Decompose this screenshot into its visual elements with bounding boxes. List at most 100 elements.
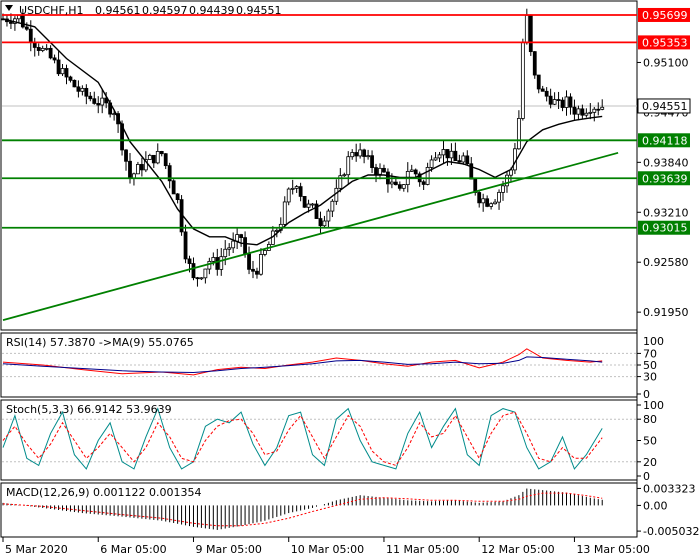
price-layer: 0.95699 0.95353 0.94118 0.93639 0.93015 0.951… — [1, 7, 691, 321]
candle-bear — [536, 74, 541, 90]
candle-bull — [147, 154, 152, 160]
price-title: USDCHF,H1 — [19, 4, 84, 17]
support-level-label: 0.93015 — [642, 222, 688, 235]
x-tick-label: 13 Mar 05:00 — [576, 543, 649, 556]
candle-bear — [187, 258, 192, 264]
candle-bear — [48, 47, 53, 59]
candle-bull — [44, 47, 49, 50]
candle-bull — [326, 210, 331, 222]
rsi-tick-label: 30 — [643, 371, 657, 384]
candle-bull — [501, 185, 505, 193]
stoch-title: Stoch(5,3,3) 66.9142 53.9639 — [6, 403, 172, 416]
rsi-tick-label: 50 — [643, 359, 657, 372]
candle-bull — [350, 152, 355, 158]
resistance-level-tag — [638, 35, 690, 50]
candle-bear — [421, 181, 426, 185]
candle-bear — [104, 97, 109, 104]
candle-bear — [163, 153, 168, 167]
rsi-ma-line — [2, 356, 603, 374]
candle-bull — [231, 240, 236, 249]
candle-bull — [223, 248, 228, 258]
candle-bear — [76, 86, 81, 92]
price-tick-label: 0.93210 — [643, 206, 689, 219]
macd-tick-label: 0.003323 — [643, 482, 696, 495]
candle-bear — [370, 155, 374, 168]
candle-bear — [167, 165, 172, 182]
candle-bull — [505, 174, 509, 187]
candle-bear — [159, 150, 164, 155]
candle-bull — [207, 260, 212, 270]
candle-bull — [401, 184, 406, 189]
collapse-triangle-icon[interactable] — [5, 5, 13, 11]
candle-bear — [215, 257, 220, 270]
candle-bull — [290, 187, 295, 190]
candle-bear — [171, 180, 176, 195]
x-tick-label: 5 Mar 2020 — [5, 543, 68, 556]
candle-bull — [143, 159, 148, 171]
candle-bear — [556, 99, 561, 101]
candle-bull — [461, 155, 466, 163]
candle-bear — [596, 108, 601, 111]
candle-bull — [481, 198, 486, 204]
candle-bull — [227, 247, 232, 250]
candle-bear — [580, 108, 585, 116]
candle-bull — [306, 203, 311, 208]
stoch-tick-label: 0 — [643, 470, 650, 483]
candle-bull — [564, 96, 569, 108]
candle-bear — [302, 196, 307, 208]
candle-bear — [68, 76, 73, 81]
stoch-main-line — [2, 407, 603, 470]
candle-bear — [465, 155, 470, 165]
macd-layer: 0.003323 0.00 -0.005032 — [2, 482, 699, 538]
support-level-label: 0.94118 — [642, 134, 688, 147]
stoch-tick-label: 50 — [643, 435, 657, 448]
candle-bull — [282, 201, 287, 225]
candle-bear — [183, 231, 188, 260]
candle-bull — [592, 108, 597, 113]
candle-bull — [389, 181, 394, 185]
candle-bear — [56, 59, 61, 75]
candle-bear — [247, 253, 251, 270]
x-axis: 5 Mar 2020 6 Mar 05:00 9 Mar 05:00 10 Mar 0… — [2, 537, 650, 556]
candle-bull — [136, 164, 140, 175]
candle-bull — [441, 149, 446, 156]
resistance-level-label: 0.95699 — [642, 9, 688, 22]
candle-bear — [72, 79, 77, 88]
candle-bear — [397, 184, 402, 189]
stoch-tick-label: 20 — [643, 456, 657, 469]
price-ohlc-high: 0.94597 — [142, 4, 188, 17]
price-ohlc-close: 0.94551 — [236, 4, 282, 17]
price-ohlc-low: 0.94439 — [189, 4, 235, 17]
candle-bull — [40, 47, 45, 51]
macd-title: MACD(12,26,9) 0.001122 0.001354 — [6, 486, 202, 499]
candle-bull — [310, 203, 315, 206]
candle-bull — [80, 87, 85, 92]
candle-bull — [358, 149, 363, 157]
stoch-panel — [0, 399, 638, 481]
candle-bull — [235, 234, 240, 242]
candle-bear — [92, 98, 97, 104]
price-tick-label: 0.92580 — [643, 256, 689, 269]
candle-bull — [132, 173, 136, 179]
candle-bear — [528, 14, 533, 53]
candle-bull — [449, 150, 454, 159]
candle-bull — [493, 201, 497, 205]
candle-bear — [568, 96, 573, 108]
candle-bull — [437, 154, 442, 159]
candle-bull — [366, 155, 370, 158]
candle-bear — [413, 169, 418, 175]
stoch-signal-line — [2, 411, 603, 466]
candle-bear — [124, 149, 128, 162]
candle-bull — [112, 113, 117, 116]
candle-bear — [96, 103, 101, 106]
candle-bull — [100, 97, 105, 106]
candle-bear — [84, 87, 89, 97]
candle-bear — [374, 167, 378, 175]
candle-bear — [151, 154, 156, 164]
candle-bear — [28, 28, 33, 43]
candle-bear — [128, 160, 132, 179]
candle-bull — [378, 167, 382, 175]
